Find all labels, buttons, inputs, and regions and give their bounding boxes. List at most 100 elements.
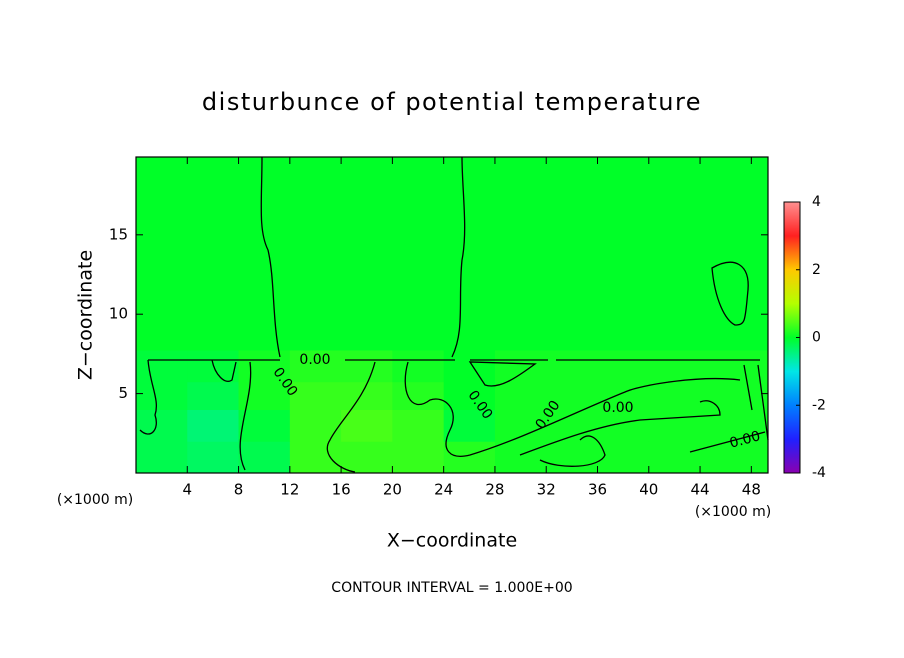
field-cell — [648, 441, 701, 474]
field-cell — [648, 218, 701, 291]
field-cell — [648, 349, 701, 383]
field-cell — [546, 441, 599, 474]
field-cell — [341, 349, 393, 383]
field-cell — [341, 157, 393, 220]
field-cell — [648, 409, 701, 442]
field-cell — [341, 441, 393, 474]
x-tick-label: 48 — [742, 481, 761, 499]
field-cell — [494, 290, 547, 351]
field-cell — [700, 381, 769, 410]
field-cell — [187, 409, 240, 442]
field-cell — [187, 441, 240, 474]
field-cell — [289, 409, 342, 442]
contour-line — [326, 361, 376, 473]
field-cell — [341, 409, 393, 442]
colorbar-tick-label: 4 — [812, 194, 821, 210]
field-cell — [546, 349, 599, 383]
field-cell — [494, 349, 547, 383]
field-cell — [597, 349, 650, 383]
x-tick-label: 12 — [280, 481, 299, 499]
field-cell — [700, 157, 769, 220]
x-tick-label: 40 — [639, 481, 658, 499]
field-cell — [238, 441, 291, 474]
field-cell — [289, 441, 342, 474]
field-cell — [597, 218, 650, 291]
field-cell — [289, 349, 342, 383]
field-cell — [546, 381, 599, 410]
contour-line — [260, 156, 281, 358]
field-cell — [136, 218, 188, 291]
field-cell — [392, 157, 445, 220]
x-tick-label: 36 — [588, 481, 607, 499]
contour-label: 0.00 — [602, 400, 633, 416]
field-cell — [187, 218, 240, 291]
y-tick-label: 10 — [109, 305, 128, 323]
field-cell — [648, 290, 701, 351]
y-tick-label: 5 — [118, 384, 128, 402]
plot-frame — [135, 156, 769, 474]
field-cell — [238, 409, 291, 442]
field-cell — [341, 218, 393, 291]
field-cell — [136, 381, 188, 410]
contour-line — [689, 431, 766, 453]
y-unit: (×1000 m) — [57, 492, 133, 508]
contour-line — [139, 359, 157, 435]
field-cell — [392, 441, 445, 474]
x-unit: (×1000 m) — [695, 504, 771, 520]
field-cell — [187, 290, 240, 351]
field-cell — [238, 218, 291, 291]
x-tick-label: 44 — [691, 481, 710, 499]
field-cell — [238, 349, 291, 383]
field-cell — [136, 290, 188, 351]
field-cell — [443, 290, 496, 351]
field-cell — [341, 381, 393, 410]
field-cell — [443, 157, 496, 220]
field-cell — [700, 290, 769, 351]
field-cell — [392, 218, 445, 291]
x-tick-label: 24 — [434, 481, 453, 499]
contour-label: 0.00 — [728, 428, 762, 452]
field-cell — [289, 290, 342, 351]
field-cell — [546, 290, 599, 351]
field-cell — [289, 381, 342, 410]
contour-line — [404, 361, 741, 457]
field-cell — [443, 349, 496, 383]
field-cell — [546, 157, 599, 220]
field-cell — [136, 157, 188, 220]
field-cell — [700, 218, 769, 291]
field-cell — [494, 157, 547, 220]
field-cell — [187, 157, 240, 220]
field-cell — [392, 290, 445, 351]
field-cell — [494, 441, 547, 474]
colorbar-tick-label: 2 — [812, 262, 821, 278]
field-cell — [443, 218, 496, 291]
field-cell — [597, 441, 650, 474]
field-cell — [648, 381, 701, 410]
x-tick-label: 4 — [183, 481, 193, 499]
chart-title: disturbunce of potential temperature — [202, 88, 702, 116]
field-cell — [546, 218, 599, 291]
field-cell — [443, 381, 496, 410]
footnote: CONTOUR INTERVAL = 1.000E+00 — [331, 580, 572, 596]
colorbar-tick-label: 0 — [812, 330, 821, 346]
field-cell — [700, 349, 769, 383]
field-cell — [494, 381, 547, 410]
field-cell — [700, 409, 769, 442]
contour-label: 0.00 — [299, 352, 330, 368]
x-tick-label: 20 — [383, 481, 402, 499]
field-cell — [238, 157, 291, 220]
field-cell — [392, 381, 445, 410]
field-cell — [341, 290, 393, 351]
field-cell — [289, 218, 342, 291]
field-cell — [136, 409, 188, 442]
y-axis-label: Z−coordinate — [75, 250, 97, 380]
contour-line — [743, 364, 769, 441]
field-cell — [597, 290, 650, 351]
contour-line — [451, 156, 466, 358]
field-cell — [392, 409, 445, 442]
x-tick-label: 8 — [234, 481, 244, 499]
field-cell — [238, 290, 291, 351]
x-tick-label: 32 — [537, 481, 556, 499]
colorbar-tick-label: -2 — [812, 397, 826, 413]
